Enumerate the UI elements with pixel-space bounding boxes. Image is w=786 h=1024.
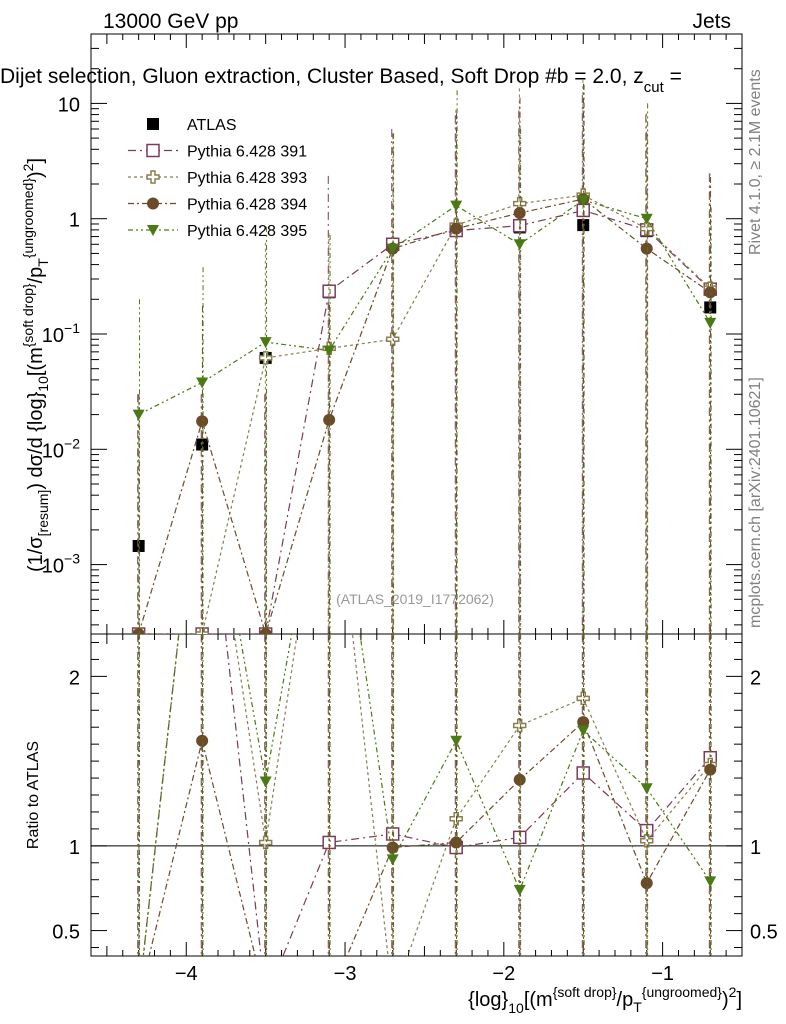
ratio-point-p395 <box>640 783 653 795</box>
data-point-p391 <box>322 284 336 298</box>
legend-marker-atlas <box>147 118 159 130</box>
ratio-y-axis-label: Ratio to ATLAS <box>25 741 42 849</box>
rivet-version-label: Rivet 4.1.0, ≥ 2.1M events <box>747 69 764 255</box>
data-point-p395 <box>196 377 209 389</box>
axis-ticks: −4 −3 −2 −1 10 1 10−1 10−2 10−3 0.5 0.5 1 1 2 2 <box>42 33 778 985</box>
series-p394 <box>132 83 717 634</box>
ratio-point-p394 <box>386 841 399 854</box>
ratio-y-tick-label: 1 <box>69 837 80 859</box>
data-point-p394 <box>513 207 526 220</box>
legend-item-p391: Pythia 6.428 391 <box>128 144 307 161</box>
x-tick-label: −1 <box>651 963 674 985</box>
ratio-series-p391 <box>137 634 717 956</box>
main-plot-data <box>131 79 717 634</box>
ratio-series-p395 <box>139 634 717 956</box>
ratio-line <box>142 634 711 956</box>
legend-label: Pythia 6.428 391 <box>187 144 307 161</box>
legend-marker-p395 <box>147 225 159 236</box>
legend-item-atlas: ATLAS <box>147 117 237 134</box>
data-point-p395 <box>259 337 272 349</box>
legend-label: Pythia 6.428 395 <box>187 223 307 240</box>
ratio-point-p393 <box>576 691 590 706</box>
ratio-point-p395 <box>450 735 463 747</box>
data-point-p395 <box>577 195 590 207</box>
legend-item-p394: Pythia 6.428 394 <box>128 197 307 214</box>
series-line <box>138 199 711 416</box>
legend-label: Pythia 6.428 394 <box>187 197 307 214</box>
series-p395 <box>132 84 717 634</box>
data-point-p395 <box>704 317 717 329</box>
legend-marker-p394 <box>147 197 159 210</box>
data-point-p394 <box>704 286 717 299</box>
y-tick-label: 10 <box>58 94 80 116</box>
ratio-point-p393 <box>512 718 527 733</box>
ratio-point-p395 <box>386 854 399 866</box>
ratio-line <box>148 721 711 956</box>
legend-marker-p391 <box>146 143 160 158</box>
legend-item-p395: Pythia 6.428 395 <box>128 223 307 240</box>
ratio-series-p394 <box>138 634 717 956</box>
x-tick-label: −2 <box>492 963 515 985</box>
ratio-point-p393 <box>258 835 273 850</box>
series-line <box>138 198 711 634</box>
main-y-axis-label: (1/σ[resum]) dσ/d {log}10[(m{soft drop}/… <box>20 158 51 572</box>
y-tick-label: 1 <box>69 210 80 232</box>
collision-energy-label: 13000 GeV pp <box>103 10 238 33</box>
legend-marker-p393 <box>146 170 160 184</box>
series-line <box>138 194 711 634</box>
x-axis-label: {log}10[(m{soft drop}/pT{ungroomed})2] <box>468 984 742 1016</box>
y-tick-label: 10−2 <box>42 435 80 462</box>
ratio-point-p394 <box>513 773 526 786</box>
data-point-p395 <box>513 239 526 251</box>
ratio-line <box>142 634 711 956</box>
ratio-plot-frame <box>90 633 743 957</box>
plot-title: Dijet selection, Gluon extraction, Clust… <box>0 65 682 96</box>
legend-item-p393: Pythia 6.428 393 <box>128 170 307 187</box>
ratio-line <box>142 634 711 956</box>
data-point-p394 <box>640 242 653 255</box>
jets-label: Jets <box>692 10 731 33</box>
ratio-y-tick-label: 0.5 <box>52 922 80 944</box>
legend-label: Pythia 6.428 393 <box>187 170 307 187</box>
ratio-series-p393 <box>137 634 717 956</box>
ratio-point-p394 <box>450 836 463 849</box>
ratio-y-tick-label-right: 1 <box>750 837 761 859</box>
ratio-point-p395 <box>259 776 272 788</box>
data-point-p393 <box>258 351 273 365</box>
data-point-p395 <box>450 200 463 212</box>
data-point-p395 <box>640 213 653 225</box>
ratio-point-p395 <box>513 884 526 896</box>
y-tick-label: 10−3 <box>42 551 80 578</box>
y-tick-label: 10−1 <box>42 320 80 347</box>
data-point-p395 <box>386 243 399 255</box>
ratio-y-tick-label-right: 2 <box>750 667 761 689</box>
x-tick-label: −3 <box>334 963 357 985</box>
ratio-point-p394 <box>196 734 209 747</box>
x-tick-label: −4 <box>175 963 198 985</box>
ratio-y-tick-label-right: 0.5 <box>750 922 778 944</box>
ratio-point-p394 <box>577 716 590 729</box>
data-point-p394 <box>323 413 336 426</box>
series-atlas <box>132 219 717 552</box>
ratio-point-p394 <box>704 763 717 776</box>
ratio-point-p395 <box>577 725 590 737</box>
analysis-id-label: (ATLAS_2019_I1772062) <box>336 591 494 607</box>
ratio-point-p394 <box>640 877 653 890</box>
data-point-p394 <box>450 222 463 235</box>
data-point-p394 <box>132 628 145 634</box>
legend: ATLAS Pythia 6.428 391 Pythia 6.428 393 Pyt… <box>128 117 307 240</box>
data-point-p395 <box>132 409 145 421</box>
data-point-p394 <box>196 415 209 428</box>
data-point-p393 <box>639 221 654 236</box>
data-point-p395 <box>323 345 336 357</box>
ratio-plot-data <box>137 634 717 956</box>
legend-label: ATLAS <box>187 117 237 134</box>
mcplots-label: mcplots.cern.ch [arXiv:2401.10621] <box>747 377 764 628</box>
ratio-y-tick-label: 2 <box>69 667 80 689</box>
data-point-p394 <box>259 628 272 634</box>
series-p393 <box>131 79 717 634</box>
ratio-point-p395 <box>704 876 717 888</box>
series-line <box>138 209 711 634</box>
